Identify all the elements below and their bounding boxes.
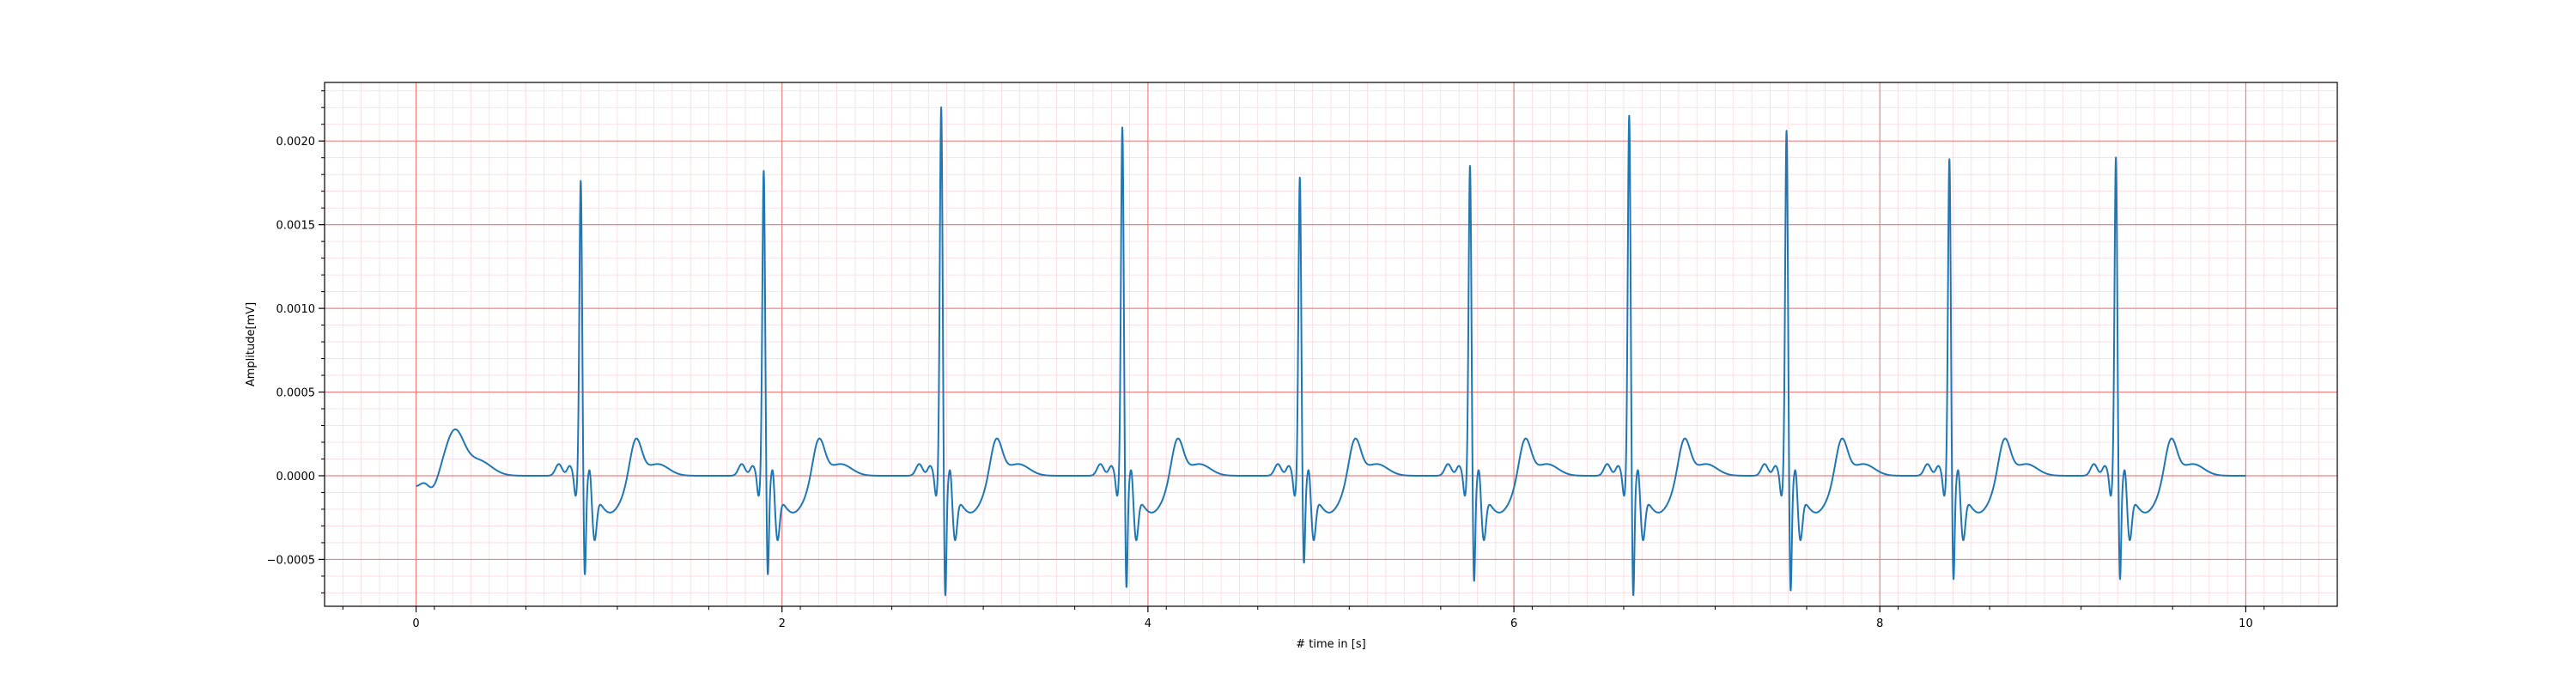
axis-tick-labels: 0 2 4 6 8 10 −0.0005 0.0000 0.0005 0.0010 0.0015 0.… <box>267 136 2253 630</box>
y-axis-label: Amplitude[mV] <box>245 302 258 386</box>
y-tick-label: −0.0005 <box>267 554 315 567</box>
y-tick-label: 0.0020 <box>276 136 316 149</box>
axis-ticks <box>319 90 2265 612</box>
x-tick-label: 2 <box>779 617 786 630</box>
x-tick-label: 10 <box>2239 617 2253 630</box>
y-tick-label: 0.0000 <box>276 471 316 483</box>
x-tick-label: 6 <box>1510 617 1517 630</box>
y-tick-label: 0.0005 <box>276 387 316 400</box>
x-tick-label: 8 <box>1876 617 1883 630</box>
plot-frame <box>324 82 2338 607</box>
x-tick-label: 0 <box>412 617 419 630</box>
major-grid <box>325 82 2337 606</box>
x-axis-label: # time in [s] <box>1296 638 1365 651</box>
minor-grid <box>325 82 2337 606</box>
y-tick-label: 0.0010 <box>276 303 316 316</box>
ecg-series-line <box>415 106 2247 597</box>
y-tick-label: 0.0015 <box>276 220 316 233</box>
x-tick-label: 4 <box>1145 617 1151 630</box>
